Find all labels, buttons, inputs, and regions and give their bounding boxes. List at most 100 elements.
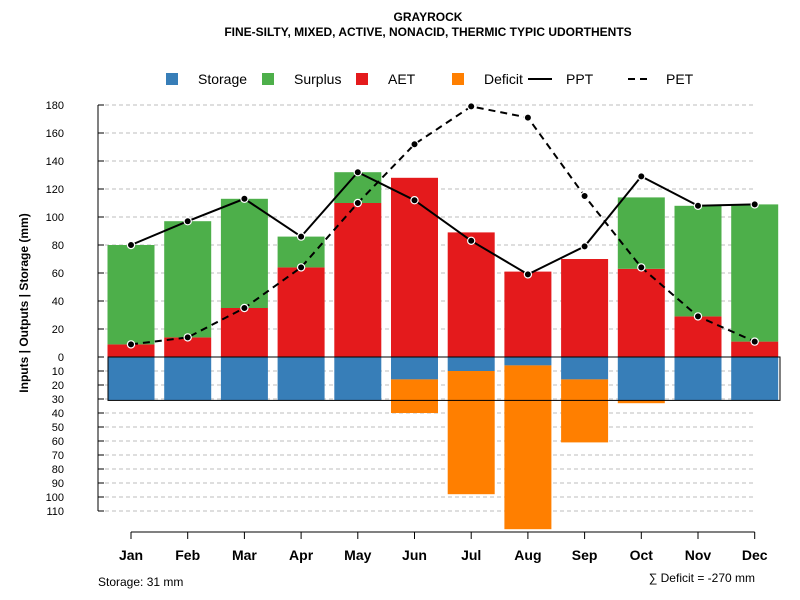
storage-bar-sep xyxy=(561,357,609,380)
storage-bar-oct xyxy=(617,357,665,401)
y-tick-label: 100 xyxy=(46,212,64,224)
y-tick-label: 80 xyxy=(52,240,64,252)
legend-label-ppt: PPT xyxy=(566,71,594,87)
pet-line xyxy=(130,105,756,346)
y-tick-label: 20 xyxy=(52,380,64,392)
legend-label-aet: AET xyxy=(388,71,416,87)
ppt-point-jan xyxy=(126,240,136,250)
deficit-bar-oct xyxy=(617,400,665,404)
pet-point-jan xyxy=(126,340,136,349)
storage-bar-nov xyxy=(674,357,722,401)
storage-bar-apr xyxy=(277,357,325,401)
pet-point-dec xyxy=(750,337,759,346)
storage-bar-jan xyxy=(107,357,155,401)
pet-point-feb xyxy=(183,333,192,342)
x-tick-label-apr: Apr xyxy=(289,547,314,563)
ppt-point-jul xyxy=(467,236,476,245)
storage-bar-mar xyxy=(220,357,268,401)
ppt-point-nov xyxy=(693,201,703,210)
pet-point-jun xyxy=(410,139,419,149)
y-tick-label: 40 xyxy=(52,408,64,420)
bars xyxy=(107,172,779,530)
x-tick-label-aug: Aug xyxy=(514,547,541,563)
ppt-point-aug xyxy=(523,270,533,279)
storage-bar-jul xyxy=(447,357,495,371)
surplus-bar-nov xyxy=(674,205,722,317)
aet-bar-may xyxy=(334,203,382,357)
aet-bar-jan xyxy=(107,344,155,357)
ppt-point-may xyxy=(353,167,362,177)
aet-bar-dec xyxy=(731,341,779,357)
surplus-bar-apr xyxy=(277,236,325,268)
pet-point-apr xyxy=(296,263,306,272)
ppt-line xyxy=(130,170,755,276)
storage-capacity-box xyxy=(107,356,781,401)
aet-bar-jul xyxy=(447,232,495,357)
y-tick-label: 70 xyxy=(52,450,64,462)
aet-bar-jun xyxy=(391,177,438,357)
ppt-point-sep xyxy=(580,242,589,251)
ppt-point-dec xyxy=(750,200,759,209)
legend-swatch-aet xyxy=(356,73,368,85)
storage-bar-dec xyxy=(731,357,779,401)
pet-point-may xyxy=(353,198,362,208)
aet-bar-sep xyxy=(561,259,609,357)
ppt-point-oct xyxy=(637,172,646,181)
x-tick-label-jul: Jul xyxy=(461,547,481,563)
aet-bar-apr xyxy=(277,267,325,357)
ppt-point-feb xyxy=(183,216,192,226)
storage-note: Storage: 31 mm xyxy=(98,575,183,589)
pet-point-mar xyxy=(240,303,249,313)
storage-bar-feb xyxy=(164,357,212,401)
y-tick-label: 10 xyxy=(52,366,64,378)
x-tick-label-dec: Dec xyxy=(742,547,768,563)
x-tick-label-jan: Jan xyxy=(119,547,143,563)
legend-label-pet: PET xyxy=(666,71,694,87)
storage-bar-aug xyxy=(504,357,552,366)
legend-label-storage: Storage xyxy=(198,71,247,87)
chart-subtitle: FINE-SILTY, MIXED, ACTIVE, NONACID, THER… xyxy=(224,25,631,39)
y-tick-label: 50 xyxy=(52,422,64,434)
aet-bar-mar xyxy=(220,308,268,357)
y-tick-label: 110 xyxy=(46,506,64,518)
y-tick-label: 20 xyxy=(52,324,64,336)
x-tick-label-jun: Jun xyxy=(402,547,427,563)
deficit-bar-jul xyxy=(447,371,495,495)
aet-bar-nov xyxy=(674,316,722,357)
ppt-point-mar xyxy=(240,194,249,203)
x-tick-label-may: May xyxy=(344,547,371,563)
y-tick-label: 80 xyxy=(52,464,64,476)
storage-frame xyxy=(107,356,781,401)
y-tick-label: 60 xyxy=(52,436,64,448)
storage-bar-jun xyxy=(391,357,438,380)
deficit-note: ∑ Deficit = -270 mm xyxy=(649,571,755,585)
legend-swatch-surplus xyxy=(262,73,274,85)
y-tick-label: 120 xyxy=(46,184,64,196)
y-tick-label: 140 xyxy=(46,156,64,168)
surplus-bar-jan xyxy=(107,245,155,345)
aet-bar-oct xyxy=(617,268,665,357)
legend-label-deficit: Deficit xyxy=(484,71,523,87)
deficit-bar-aug xyxy=(504,365,552,530)
legend: Storage Surplus AET Deficit PPT PET xyxy=(166,71,694,87)
y-tick-label: 0 xyxy=(58,352,64,364)
x-tick-label-feb: Feb xyxy=(175,547,200,563)
series-lines xyxy=(126,102,759,349)
y-tick-label: 180 xyxy=(46,100,64,112)
chart-title: GRAYROCK xyxy=(394,10,463,24)
pet-point-oct xyxy=(637,263,646,272)
y-tick-label: 30 xyxy=(52,394,64,406)
x-tick-label-oct: Oct xyxy=(630,547,654,563)
x-tick-label-mar: Mar xyxy=(232,547,257,563)
pet-point-jul xyxy=(467,102,476,111)
pet-point-nov xyxy=(693,312,703,321)
surplus-bar-may xyxy=(334,172,382,203)
x-tick-label-nov: Nov xyxy=(685,547,712,563)
y-tick-label: 90 xyxy=(52,478,64,490)
legend-label-surplus: Surplus xyxy=(294,71,341,87)
surplus-bar-feb xyxy=(164,221,212,338)
y-axis-label: Inputs | Outputs | Storage (mm) xyxy=(17,213,31,392)
y-tick-label: 100 xyxy=(46,492,64,504)
storage-bar-may xyxy=(334,357,382,401)
